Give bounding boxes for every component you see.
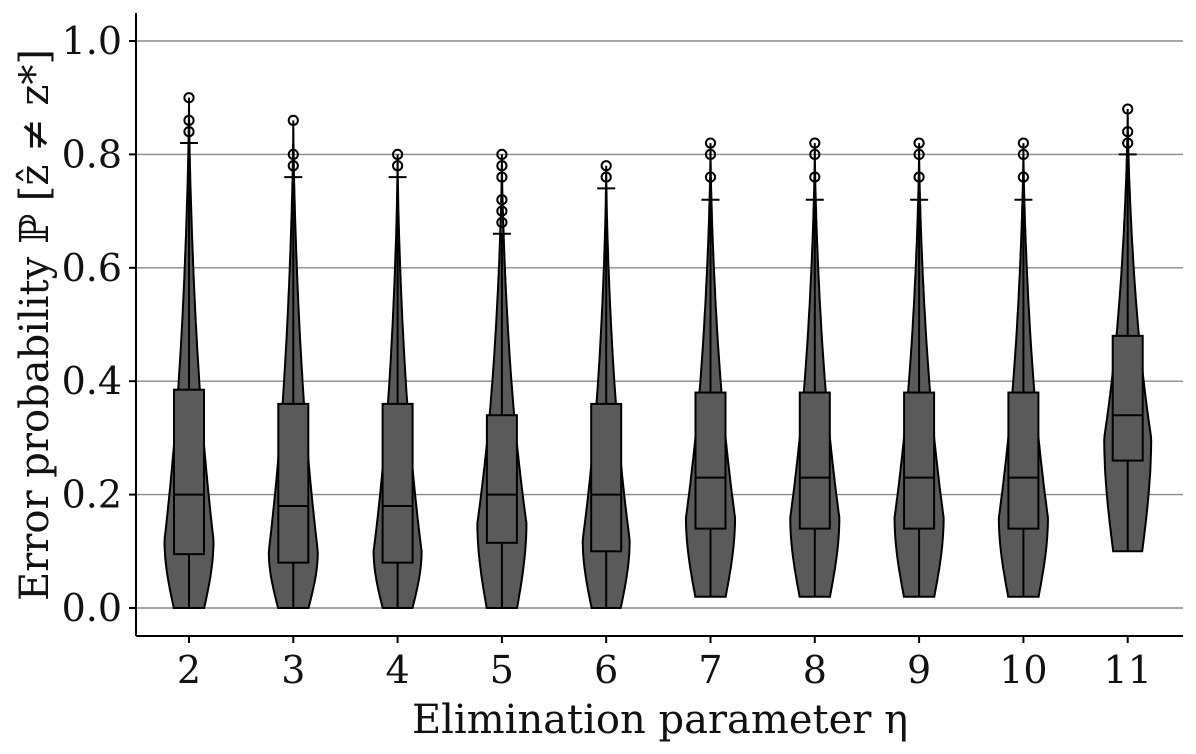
violin-2 <box>163 92 215 609</box>
violin-9 <box>893 137 945 598</box>
iqr-box <box>1111 334 1144 462</box>
x-tick-label: 2 <box>177 648 201 692</box>
outlier-point <box>1017 137 1030 149</box>
outlier-point <box>496 205 508 217</box>
x-tick-label: 8 <box>803 648 827 692</box>
iqr-box <box>694 391 727 530</box>
violin-8 <box>789 137 841 598</box>
iqr-box <box>173 388 205 556</box>
outlier-point <box>1017 171 1030 183</box>
x-tick-label: 10 <box>999 648 1047 692</box>
iqr-box <box>277 402 310 564</box>
outlier-point <box>913 148 925 160</box>
y-tick-label: 0.4 <box>62 359 122 403</box>
outlier-point <box>496 216 508 229</box>
outlier-point <box>913 171 925 183</box>
x-tick-label: 5 <box>490 648 514 692</box>
violin-11 <box>1103 103 1153 553</box>
outlier-point <box>809 137 821 149</box>
violin-6 <box>581 160 631 609</box>
outlier-point <box>496 148 508 160</box>
outlier-point <box>1122 126 1134 138</box>
outlier-point <box>809 148 821 160</box>
violin-10 <box>997 137 1049 598</box>
violin-5 <box>476 148 528 609</box>
outlier-point <box>600 171 612 183</box>
x-tick-label: 9 <box>907 648 931 692</box>
violin-4 <box>372 148 423 609</box>
y-tick-label: 0.6 <box>62 246 122 290</box>
y-ticks: 0.0 0.2 0.4 0.6 0.8 1.0 <box>62 19 136 630</box>
x-tick-label: 11 <box>1104 648 1152 692</box>
y-tick-label: 0.2 <box>62 473 122 517</box>
outlier-point <box>496 171 508 183</box>
x-ticks: 2 3 4 5 6 7 8 9 10 11 <box>177 636 1152 692</box>
x-tick-label: 7 <box>698 648 722 692</box>
outlier-point <box>1122 103 1134 115</box>
outlier-point <box>913 137 925 149</box>
outlier-point <box>183 92 195 104</box>
iqr-box <box>798 391 831 530</box>
y-axis-label: Error probability ℙ [ẑ ≠ z*] <box>12 49 58 601</box>
outlier-point <box>704 137 717 149</box>
x-tick-label: 6 <box>594 648 618 692</box>
outlier-point <box>1017 148 1030 160</box>
violin-3 <box>267 114 319 609</box>
violins <box>163 92 1153 609</box>
axes <box>135 13 1183 637</box>
violin-7 <box>685 137 736 598</box>
iqr-box <box>381 402 414 564</box>
outlier-point <box>287 114 299 126</box>
x-axis-label: Elimination parameter η <box>412 697 908 743</box>
outlier-point <box>809 171 821 183</box>
iqr-box <box>903 391 936 530</box>
outlier-point <box>287 148 299 160</box>
outlier-point <box>704 148 717 160</box>
y-tick-label: 0.0 <box>62 586 122 630</box>
outlier-point <box>600 160 612 172</box>
outlier-point <box>183 114 195 126</box>
x-tick-label: 3 <box>281 648 305 692</box>
iqr-box <box>1007 391 1040 530</box>
outlier-point <box>1122 137 1134 149</box>
outlier-point <box>496 194 508 206</box>
iqr-box <box>590 402 623 553</box>
x-tick-label: 4 <box>386 648 410 692</box>
outlier-point <box>704 171 717 183</box>
iqr-box <box>485 414 518 544</box>
outlier-point <box>183 126 195 138</box>
outlier-point <box>287 160 299 172</box>
outlier-point <box>392 160 404 172</box>
outlier-point <box>392 148 404 160</box>
y-tick-label: 1.0 <box>62 19 122 63</box>
y-tick-label: 0.8 <box>62 132 122 176</box>
outlier-point <box>496 160 508 172</box>
